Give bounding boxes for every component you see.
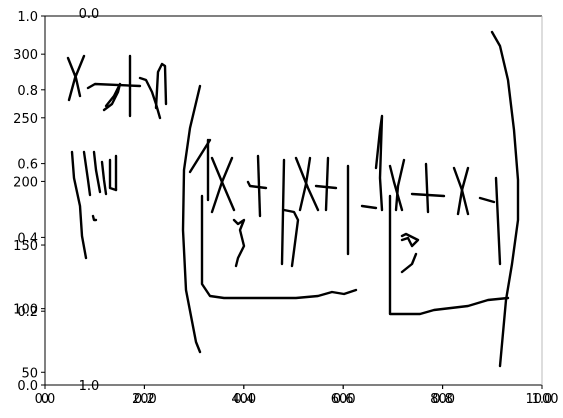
x-tick-label-pixel-3: 600 (331, 392, 356, 407)
stroke-19 (246, 180, 268, 190)
x-tick-label-normalized-0: 0.0 (35, 392, 56, 407)
stroke-23 (280, 158, 286, 266)
stroke-1 (66, 56, 82, 98)
x-tick-label-normalized-1: 0.2 (134, 392, 155, 407)
stroke-15 (188, 138, 212, 174)
stroke-36 (400, 232, 420, 248)
stroke-42 (494, 176, 502, 266)
stroke-14 (91, 214, 98, 222)
stroke-24 (282, 208, 300, 268)
stroke-12 (108, 158, 118, 192)
stroke-3 (86, 82, 142, 90)
y-tick-label-pixel-2: 150 (13, 239, 38, 254)
axis-ticks (41, 15, 543, 389)
extra-label-0: 0.0 (79, 7, 100, 22)
y-tick-label-normalized-0: 0.0 (17, 379, 38, 394)
stroke-18 (210, 156, 234, 214)
y-tick-label-normalized-1: 0.2 (17, 305, 38, 320)
x-tick-label-normalized-4: 0.8 (432, 392, 453, 407)
x-tick-label-normalized-2: 0.4 (233, 392, 254, 407)
x-tick-label-normalized-5: 1.0 (532, 392, 553, 407)
stroke-28 (324, 156, 330, 212)
stroke-7 (154, 62, 168, 110)
stroke-32 (388, 164, 404, 212)
y-tick-label-normalized-5: 1.0 (17, 10, 38, 25)
stroke-41 (478, 196, 496, 204)
y-tick-label-pixel-0: 50 (21, 366, 38, 381)
stroke-33 (394, 158, 406, 212)
x-tick-label-pixel-4: 800 (430, 392, 455, 407)
stroke-38 (388, 194, 510, 316)
extra-label-1: 1.0 (79, 379, 100, 394)
stroke-10 (92, 150, 102, 194)
stroke-25 (294, 156, 320, 212)
bracket-right (490, 30, 520, 368)
stroke-8 (70, 150, 88, 260)
y-tick-label-pixel-3: 200 (13, 175, 38, 190)
plot-frame (44, 15, 543, 386)
y-tick-label-normalized-2: 0.4 (17, 231, 38, 246)
stroke-9 (82, 150, 92, 197)
x-tick-label-pixel-1: 200 (132, 392, 157, 407)
stroke-31 (374, 114, 384, 212)
y-tick-label-normalized-3: 0.6 (17, 158, 38, 173)
x-tick-label-pixel-0: 0 (41, 392, 49, 407)
handwriting-strokes (66, 30, 520, 368)
stroke-21 (232, 218, 246, 268)
x-tick-label-normalized-3: 0.6 (333, 392, 354, 407)
stroke-4 (102, 82, 122, 112)
stroke-30 (360, 204, 378, 210)
y-tick-label-pixel-5: 300 (13, 48, 38, 63)
stroke-40 (456, 166, 470, 216)
axis-tick-labels: 0.0 0.2 0.4 0.6 0.8 1.0 0.0 0.2 0.4 0.6 0.8 1.0 0 200… (13, 7, 558, 407)
y-tick-label-pixel-1: 100 (13, 303, 38, 318)
bracket-left (181, 84, 202, 354)
y-tick-label-pixel-4: 250 (13, 112, 38, 127)
stroke-22 (200, 194, 358, 300)
stroke-20 (256, 154, 262, 218)
y-tick-label-normalized-4: 0.8 (17, 84, 38, 99)
x-tick-label-pixel-2: 400 (231, 392, 256, 407)
stroke-37 (400, 252, 418, 274)
stroke-6 (138, 76, 162, 120)
stroke-26 (298, 156, 312, 212)
stroke-35 (424, 162, 430, 214)
stroke-2 (67, 54, 86, 102)
stroke-11 (100, 160, 108, 196)
x-tick-label-pixel-5: 1000 (525, 392, 558, 407)
